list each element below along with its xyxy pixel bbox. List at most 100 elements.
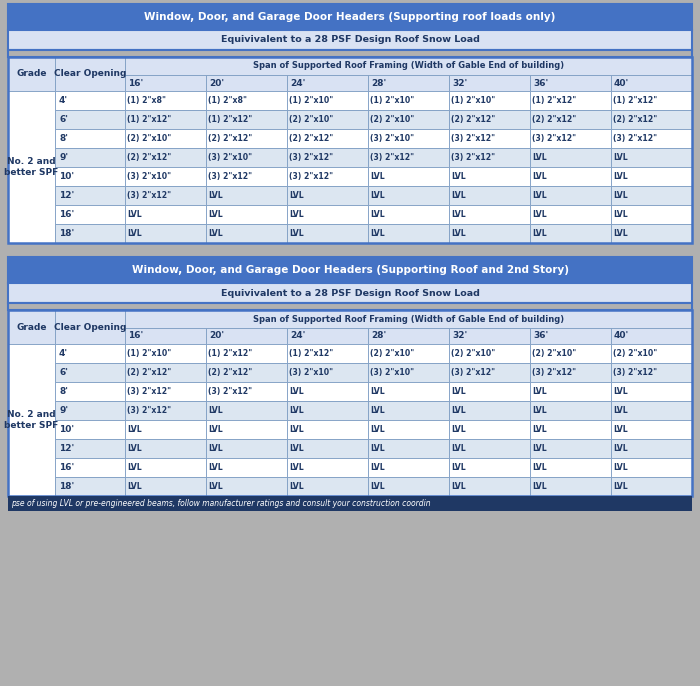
Text: (3) 2"x12": (3) 2"x12" xyxy=(532,134,576,143)
Text: LVL: LVL xyxy=(208,406,223,415)
Bar xyxy=(611,328,692,344)
Text: 9': 9' xyxy=(59,153,68,162)
Bar xyxy=(55,129,125,148)
Text: (1) 2"x10": (1) 2"x10" xyxy=(451,96,496,105)
Bar xyxy=(530,439,611,458)
Text: (2) 2"x12": (2) 2"x12" xyxy=(208,134,252,143)
Text: LVL: LVL xyxy=(613,425,628,434)
Bar xyxy=(368,75,449,91)
Bar xyxy=(449,420,530,439)
Bar xyxy=(125,75,206,91)
Bar xyxy=(368,205,449,224)
Bar xyxy=(8,310,55,344)
Text: 16': 16' xyxy=(59,210,74,219)
Text: (1) 2"x8": (1) 2"x8" xyxy=(208,96,247,105)
Bar xyxy=(125,420,206,439)
Bar xyxy=(206,75,287,91)
Text: (3) 2"x12": (3) 2"x12" xyxy=(451,153,495,162)
Text: (3) 2"x10": (3) 2"x10" xyxy=(289,368,333,377)
Bar xyxy=(287,328,368,344)
Bar xyxy=(287,477,368,496)
Bar xyxy=(8,4,692,30)
Text: LVL: LVL xyxy=(370,229,384,238)
Bar xyxy=(206,224,287,243)
Bar xyxy=(125,363,206,382)
Bar xyxy=(449,110,530,129)
Text: LVL: LVL xyxy=(613,444,628,453)
Text: LVL: LVL xyxy=(208,444,223,453)
Bar xyxy=(55,310,125,344)
Text: (2) 2"x12": (2) 2"x12" xyxy=(451,115,496,124)
Text: Equivivalent to a 28 PSF Design Roof Snow Load: Equivivalent to a 28 PSF Design Roof Sno… xyxy=(220,36,480,45)
Text: 18': 18' xyxy=(59,482,74,491)
Bar xyxy=(55,224,125,243)
Text: (1) 2"x12": (1) 2"x12" xyxy=(532,96,576,105)
Text: 40': 40' xyxy=(614,78,629,88)
Bar xyxy=(611,129,692,148)
Bar xyxy=(449,344,530,363)
Bar xyxy=(206,420,287,439)
Text: 40': 40' xyxy=(614,331,629,340)
Text: (3) 2"x12": (3) 2"x12" xyxy=(289,153,333,162)
Text: LVL: LVL xyxy=(451,210,466,219)
Bar xyxy=(449,167,530,186)
Bar xyxy=(449,148,530,167)
Text: LVL: LVL xyxy=(613,210,628,219)
Bar xyxy=(206,477,287,496)
Text: 6': 6' xyxy=(59,115,68,124)
Text: LVL: LVL xyxy=(613,387,628,396)
Bar xyxy=(368,363,449,382)
Text: 36': 36' xyxy=(533,331,548,340)
Bar xyxy=(206,439,287,458)
Bar xyxy=(55,401,125,420)
Text: LVL: LVL xyxy=(208,463,223,472)
Text: LVL: LVL xyxy=(613,463,628,472)
Bar xyxy=(530,167,611,186)
Bar xyxy=(368,224,449,243)
Text: (2) 2"x12": (2) 2"x12" xyxy=(127,368,172,377)
Text: (3) 2"x12": (3) 2"x12" xyxy=(127,191,171,200)
Text: LVL: LVL xyxy=(451,463,466,472)
Bar xyxy=(611,167,692,186)
Bar xyxy=(55,167,125,186)
Text: (1) 2"x12": (1) 2"x12" xyxy=(208,349,252,358)
Text: (2) 2"x10": (2) 2"x10" xyxy=(451,349,496,358)
Bar xyxy=(8,344,55,496)
Text: (3) 2"x10": (3) 2"x10" xyxy=(370,368,414,377)
Text: 28': 28' xyxy=(371,78,386,88)
Text: (2) 2"x12": (2) 2"x12" xyxy=(127,153,172,162)
Text: 4': 4' xyxy=(59,349,68,358)
Bar xyxy=(449,186,530,205)
Text: 32': 32' xyxy=(452,331,468,340)
Text: 12': 12' xyxy=(59,191,74,200)
Text: (2) 2"x10": (2) 2"x10" xyxy=(127,134,172,143)
Bar xyxy=(611,344,692,363)
Bar xyxy=(125,186,206,205)
Bar xyxy=(530,91,611,110)
Text: LVL: LVL xyxy=(451,406,466,415)
Bar xyxy=(206,205,287,224)
Text: (1) 2"x12": (1) 2"x12" xyxy=(289,349,333,358)
Bar xyxy=(125,344,206,363)
Bar xyxy=(8,57,55,91)
Text: 8': 8' xyxy=(59,387,68,396)
Bar xyxy=(55,91,125,110)
Bar xyxy=(611,458,692,477)
Bar xyxy=(368,382,449,401)
Text: 24': 24' xyxy=(290,78,305,88)
Text: (3) 2"x12": (3) 2"x12" xyxy=(208,172,252,181)
Text: 28': 28' xyxy=(371,331,386,340)
Bar xyxy=(368,129,449,148)
Bar xyxy=(287,91,368,110)
Text: (3) 2"x12": (3) 2"x12" xyxy=(208,387,252,396)
Text: LVL: LVL xyxy=(289,482,304,491)
Bar xyxy=(287,420,368,439)
Text: LVL: LVL xyxy=(613,482,628,491)
Bar xyxy=(368,439,449,458)
Text: (1) 2"x10": (1) 2"x10" xyxy=(127,349,172,358)
Text: 16': 16' xyxy=(128,331,144,340)
Bar xyxy=(287,458,368,477)
Text: LVL: LVL xyxy=(370,482,384,491)
Bar xyxy=(125,91,206,110)
Bar xyxy=(125,148,206,167)
